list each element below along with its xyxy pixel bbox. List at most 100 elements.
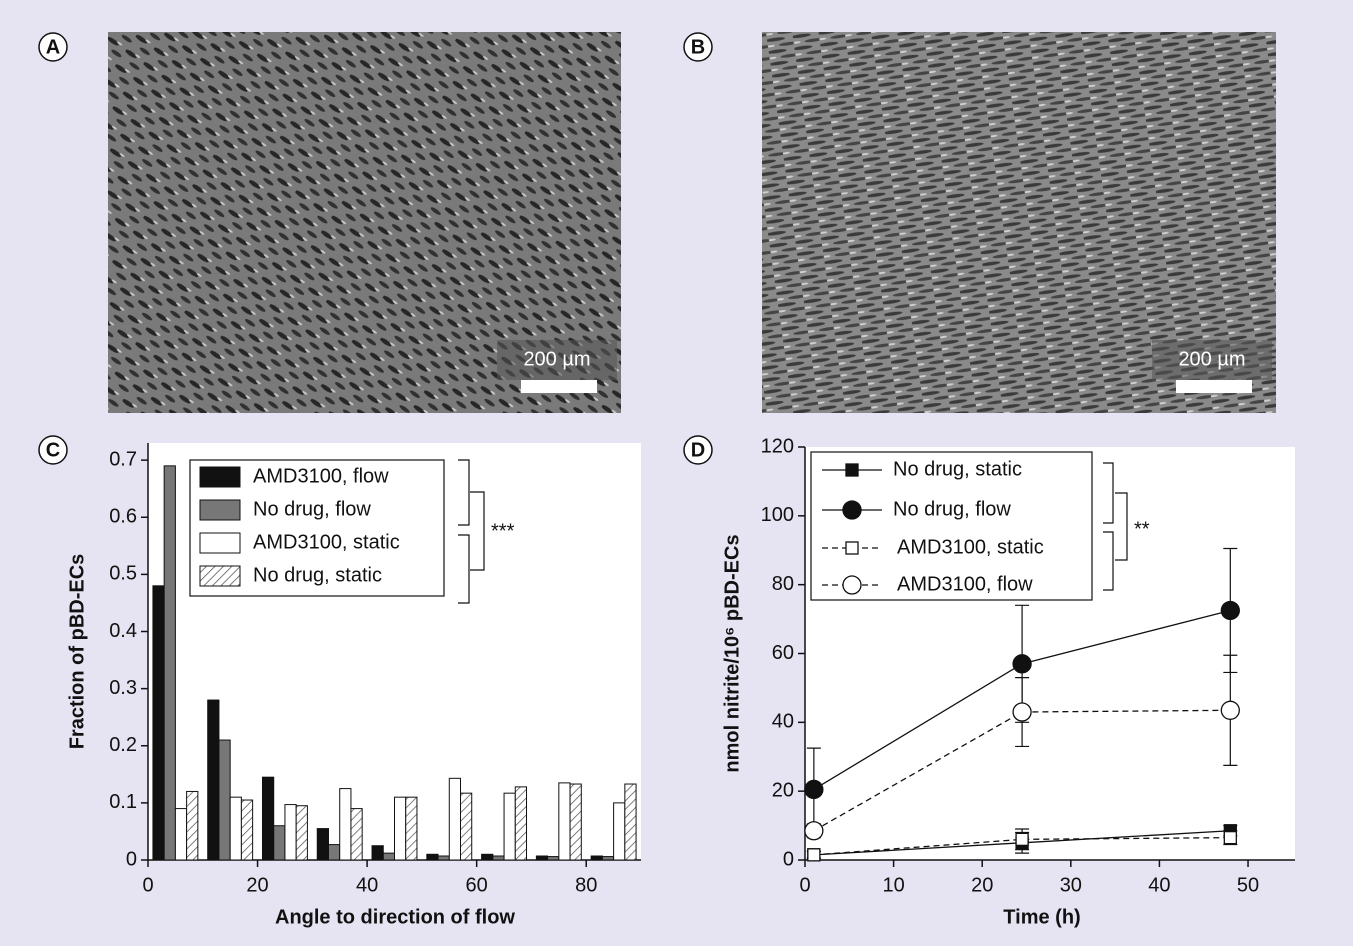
marker	[1012, 654, 1032, 674]
bar	[514, 786, 528, 861]
bar	[240, 799, 254, 861]
legend-swatch	[199, 565, 241, 587]
panel-badge	[683, 32, 713, 62]
marker	[1012, 702, 1032, 722]
legend-swatch	[199, 532, 241, 554]
bar	[613, 802, 626, 861]
y-tick-label: 0.7	[109, 448, 137, 470]
bar	[327, 844, 341, 861]
marker	[804, 779, 824, 800]
x-tick-label: 20	[971, 874, 993, 896]
scale-bar	[521, 380, 597, 393]
marker	[1223, 830, 1237, 845]
significance: **	[1134, 518, 1150, 540]
bar	[558, 782, 571, 861]
y-tick-label: 80	[772, 573, 794, 595]
x-axis-title: Angle to direction of flow	[275, 906, 515, 928]
bar	[590, 855, 603, 861]
bar	[535, 855, 549, 861]
bracket	[470, 491, 485, 571]
legend-label: No drug, static	[253, 564, 382, 586]
y-axis-title: Fraction of pBD-ECs	[66, 554, 88, 750]
bar	[382, 852, 396, 861]
bar	[186, 790, 199, 861]
bar	[229, 796, 242, 861]
panel-label: A	[46, 36, 60, 58]
bar	[492, 855, 505, 861]
bar	[339, 788, 352, 861]
legend-swatch	[199, 466, 241, 488]
x-tick-label: 50	[1237, 874, 1259, 896]
bar	[460, 792, 473, 861]
panel-badge	[38, 32, 68, 62]
legend-swatch	[199, 499, 241, 521]
bar	[448, 777, 462, 861]
y-tick-label: 0.6	[109, 506, 137, 528]
bar	[174, 808, 188, 861]
bar	[207, 699, 220, 861]
y-tick-label: 0.2	[109, 734, 137, 756]
bracket	[1103, 462, 1114, 524]
marker	[1220, 700, 1240, 720]
legend-label: AMD3100, static	[253, 531, 400, 553]
bar	[624, 783, 637, 861]
bar	[371, 845, 384, 861]
y-tick-label: 0.5	[109, 563, 137, 585]
marker	[1220, 600, 1240, 621]
bracket	[458, 459, 470, 526]
marker	[804, 821, 824, 841]
panel-label: C	[46, 439, 60, 461]
bracket	[1115, 492, 1128, 561]
panel-badge	[38, 435, 68, 465]
x-tick-label: 0	[799, 874, 810, 896]
legend-marker	[842, 575, 862, 595]
y-tick-label: 60	[772, 642, 794, 664]
x-tick-label: 40	[356, 874, 378, 896]
x-tick-label: 10	[882, 874, 904, 896]
bracket	[1103, 531, 1114, 591]
bar	[601, 856, 615, 861]
bar	[437, 855, 450, 861]
bar	[481, 853, 494, 861]
legend-marker	[845, 463, 859, 477]
x-tick-label: 60	[466, 874, 488, 896]
bar	[152, 585, 165, 861]
marker	[807, 848, 821, 862]
legend-marker	[842, 500, 862, 520]
y-tick-label: 0	[126, 848, 137, 870]
bar	[394, 796, 407, 861]
scale-bar-label: 200 µm	[1178, 348, 1245, 370]
bar	[295, 805, 308, 861]
bar	[261, 776, 275, 861]
bar	[350, 808, 363, 861]
legend-label: No drug, flow	[253, 498, 371, 520]
y-tick-label: 120	[761, 435, 794, 457]
bar	[316, 828, 329, 861]
y-tick-label: 100	[761, 504, 794, 526]
y-axis-title: nmol nitrite/10⁶ pBD-ECs	[721, 534, 743, 772]
legend-box	[810, 451, 1093, 601]
bar	[426, 853, 439, 861]
scale-bar-bg	[497, 340, 617, 380]
panel-badge	[683, 435, 713, 465]
bar	[273, 825, 286, 861]
legend-label: AMD3100, flow	[897, 573, 1033, 595]
panel-label: B	[691, 36, 705, 58]
x-tick-label: 20	[246, 874, 268, 896]
legend-label: No drug, flow	[893, 498, 1011, 520]
bar	[218, 739, 231, 861]
y-tick-label: 0	[783, 848, 794, 870]
legend-label: No drug, static	[893, 458, 1022, 480]
scale-bar-label: 200 µm	[523, 348, 590, 370]
legend-label: AMD3100, static	[897, 536, 1044, 558]
bar	[503, 792, 516, 861]
y-tick-label: 0.1	[109, 791, 137, 813]
y-tick-label: 0.4	[109, 620, 137, 642]
y-tick-label: 0.3	[109, 677, 137, 699]
significance: ***	[491, 520, 515, 542]
x-tick-label: 40	[1148, 874, 1170, 896]
x-tick-label: 80	[575, 874, 597, 896]
panel-label: D	[691, 439, 705, 461]
y-tick-label: 40	[772, 711, 794, 733]
